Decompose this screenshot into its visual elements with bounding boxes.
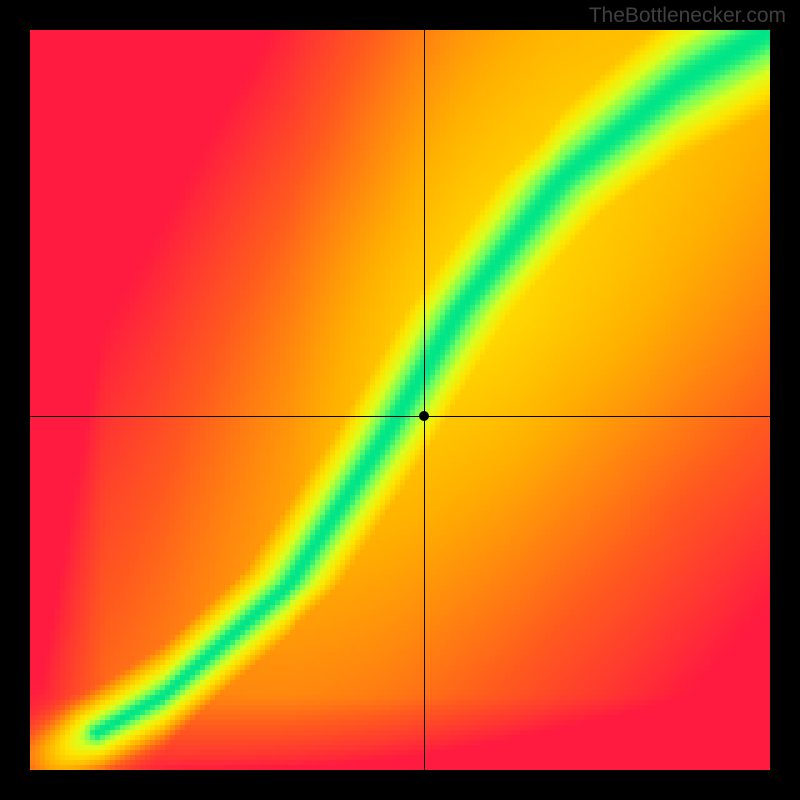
crosshair-horizontal xyxy=(30,416,770,417)
watermark-text: TheBottlenecker.com xyxy=(589,4,786,28)
crosshair-vertical xyxy=(424,30,425,770)
heatmap-canvas xyxy=(30,30,770,770)
plot-area xyxy=(30,30,770,770)
crosshair-marker xyxy=(419,411,429,421)
chart-frame: TheBottlenecker.com xyxy=(0,0,800,800)
